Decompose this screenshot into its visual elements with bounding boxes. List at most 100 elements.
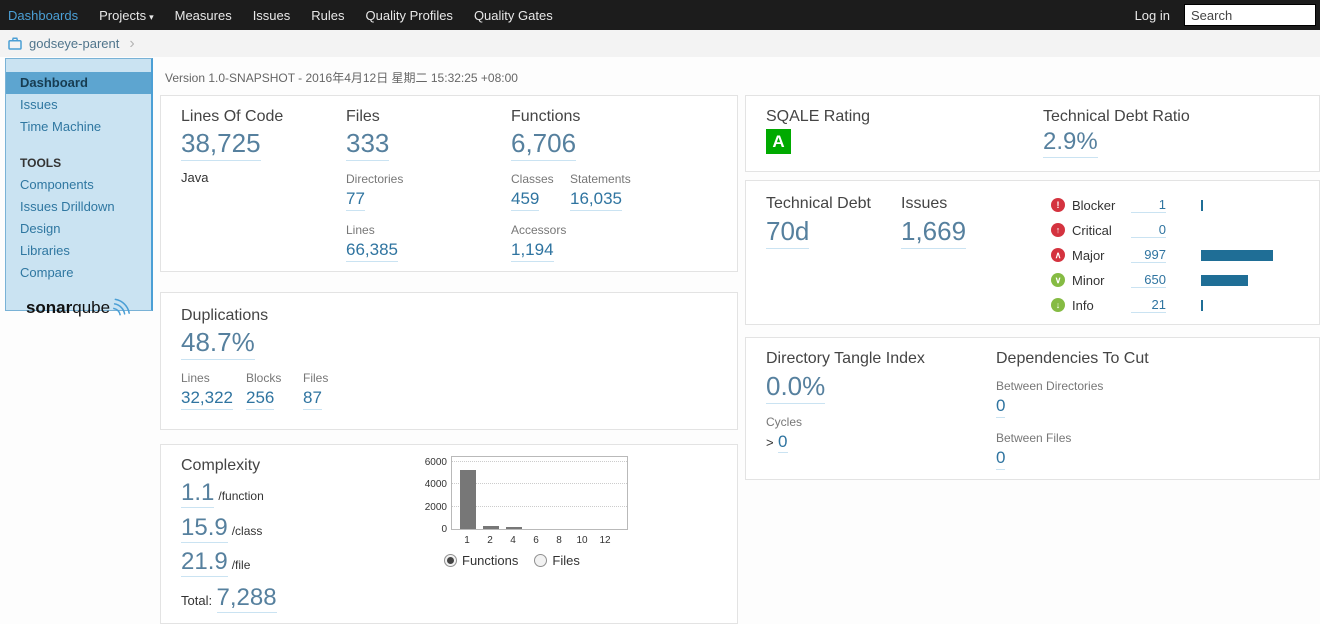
directories-value[interactable]: 77 — [346, 189, 365, 211]
critical-label: Critical — [1072, 222, 1112, 238]
blocker-count[interactable]: 1 — [1131, 197, 1166, 213]
lines-value[interactable]: 66,385 — [346, 240, 398, 262]
complexity-total-value[interactable]: 7,288 — [216, 584, 277, 613]
tangle-value[interactable]: 0.0% — [766, 371, 826, 404]
technical-debt-title: Technical Debt — [766, 195, 871, 212]
duplications-widget: Duplications 48.7% Lines 32,322 Blocks 2… — [160, 292, 738, 430]
per-function-unit: /function — [218, 489, 264, 503]
major-icon: ∧ — [1051, 248, 1065, 262]
files-radio-label: Files — [552, 553, 580, 568]
nav-projects[interactable]: Projects ▾ — [99, 7, 154, 23]
sidebar-item-dashboard[interactable]: Dashboard — [6, 72, 151, 94]
critical-count[interactable]: 0 — [1131, 222, 1166, 238]
info-count[interactable]: 21 — [1131, 297, 1166, 313]
between-files-value[interactable]: 0 — [996, 448, 1006, 470]
severity-row-info: ↓ Info 21 — [1051, 296, 1301, 314]
sonarqube-logo: sonarqube — [6, 296, 151, 318]
breadcrumb: godseye-parent › — [0, 30, 1320, 57]
classes-value[interactable]: 459 — [511, 189, 540, 211]
nav-dashboards[interactable]: Dashboards — [8, 7, 79, 23]
minor-icon: ∨ — [1051, 273, 1065, 287]
dup-blocks-label: Blocks — [246, 371, 282, 385]
complexity-per-class-value[interactable]: 15.9 — [181, 514, 228, 543]
statements-value[interactable]: 16,035 — [570, 189, 622, 211]
duplications-value[interactable]: 48.7% — [181, 327, 255, 360]
login-link[interactable]: Log in — [1134, 7, 1170, 23]
sidebar-item-design[interactable]: Design — [20, 221, 61, 236]
technical-debt-widget: Technical Debt 70d Issues 1,669 ! Blocke… — [745, 180, 1320, 325]
cycles-value[interactable]: 0 — [778, 432, 788, 453]
dup-files-value[interactable]: 87 — [303, 388, 322, 410]
blocker-bar — [1201, 199, 1203, 211]
sidebar-item-issues-drilldown[interactable]: Issues Drilldown — [20, 199, 115, 214]
sidebar-tools-heading: TOOLS — [20, 156, 62, 170]
duplications-title: Duplications — [181, 307, 269, 324]
info-bar — [1201, 299, 1203, 311]
dup-blocks-value[interactable]: 256 — [246, 388, 275, 410]
breadcrumb-project-link[interactable]: godseye-parent — [29, 36, 120, 51]
dependencies-title: Dependencies To Cut — [996, 350, 1149, 367]
issues-title: Issues — [901, 195, 948, 212]
files-radio[interactable] — [534, 554, 548, 567]
functions-radio-label: Functions — [462, 553, 519, 568]
dup-files-label: Files — [303, 371, 329, 385]
severity-row-major: ∧ Major 997 — [1051, 246, 1301, 264]
sidebar-item-time-machine[interactable]: Time Machine — [20, 119, 102, 134]
caret-down-icon: ▾ — [149, 11, 154, 22]
sqale-rating-widget: SQALE Rating A Technical Debt Ratio 2.9% — [745, 95, 1320, 172]
sidebar-item-components[interactable]: Components — [20, 177, 94, 192]
loc-value[interactable]: 38,725 — [181, 128, 261, 161]
files-title: Files — [346, 108, 380, 125]
complexity-per-function-value[interactable]: 1.1 — [181, 479, 215, 508]
chevron-right-icon: › — [129, 34, 135, 52]
debt-ratio-value[interactable]: 2.9% — [1043, 128, 1098, 158]
version-line: Version 1.0-SNAPSHOT - 2016年4月12日 星期二 15… — [165, 71, 518, 85]
complexity-title: Complexity — [181, 457, 261, 474]
functions-value[interactable]: 6,706 — [511, 128, 577, 161]
between-directories-value[interactable]: 0 — [996, 396, 1006, 418]
blocker-label: Blocker — [1072, 197, 1116, 213]
sqale-title: SQALE Rating — [766, 108, 871, 125]
loc-title: Lines Of Code — [181, 108, 284, 125]
sidebar-item-libraries[interactable]: Libraries — [20, 243, 70, 258]
total-label: Total: — [181, 593, 213, 608]
major-count[interactable]: 997 — [1131, 247, 1166, 263]
sidebar-item-compare[interactable]: Compare — [20, 265, 74, 280]
sidebar-item-issues[interactable]: Issues — [20, 97, 58, 112]
minor-bar — [1201, 274, 1248, 286]
cycles-label: Cycles — [766, 415, 803, 429]
technical-debt-value[interactable]: 70d — [766, 216, 810, 249]
severity-row-minor: ∨ Minor 650 — [1051, 271, 1301, 289]
nav-issues[interactable]: Issues — [252, 7, 291, 23]
functions-title: Functions — [511, 108, 581, 125]
dup-lines-value[interactable]: 32,322 — [181, 388, 233, 410]
nav-quality-gates[interactable]: Quality Gates — [473, 7, 553, 23]
nav-rules[interactable]: Rules — [311, 7, 345, 23]
dup-lines-label: Lines — [181, 371, 210, 385]
nav-quality-profiles[interactable]: Quality Profiles — [365, 7, 453, 23]
between-directories-label: Between Directories — [996, 379, 1104, 393]
tangle-title: Directory Tangle Index — [766, 350, 925, 367]
directory-tangle-widget: Directory Tangle Index 0.0% Cycles > 0 D… — [745, 337, 1320, 480]
severity-row-blocker: ! Blocker 1 — [1051, 196, 1301, 214]
info-icon: ↓ — [1051, 298, 1065, 312]
search-input[interactable] — [1184, 4, 1316, 26]
complexity-per-file-value[interactable]: 21.9 — [181, 548, 228, 577]
minor-count[interactable]: 650 — [1131, 272, 1166, 288]
cycles-prefix: > — [766, 435, 774, 450]
between-files-label: Between Files — [996, 431, 1072, 445]
chart-mode-radios: Functions Files — [444, 553, 596, 568]
logo-waves-icon — [113, 298, 130, 316]
info-label: Info — [1072, 297, 1094, 313]
blocker-icon: ! — [1051, 198, 1065, 212]
major-bar — [1201, 249, 1273, 261]
files-value[interactable]: 333 — [346, 128, 390, 161]
issues-value[interactable]: 1,669 — [901, 216, 967, 249]
severity-row-critical: ↑ Critical 0 — [1051, 221, 1301, 239]
rating-badge[interactable]: A — [766, 129, 791, 154]
nav-measures[interactable]: Measures — [174, 7, 232, 23]
lines-label: Lines — [346, 223, 375, 237]
statements-label: Statements — [570, 172, 631, 186]
accessors-value[interactable]: 1,194 — [511, 240, 554, 262]
functions-radio[interactable] — [444, 554, 457, 567]
